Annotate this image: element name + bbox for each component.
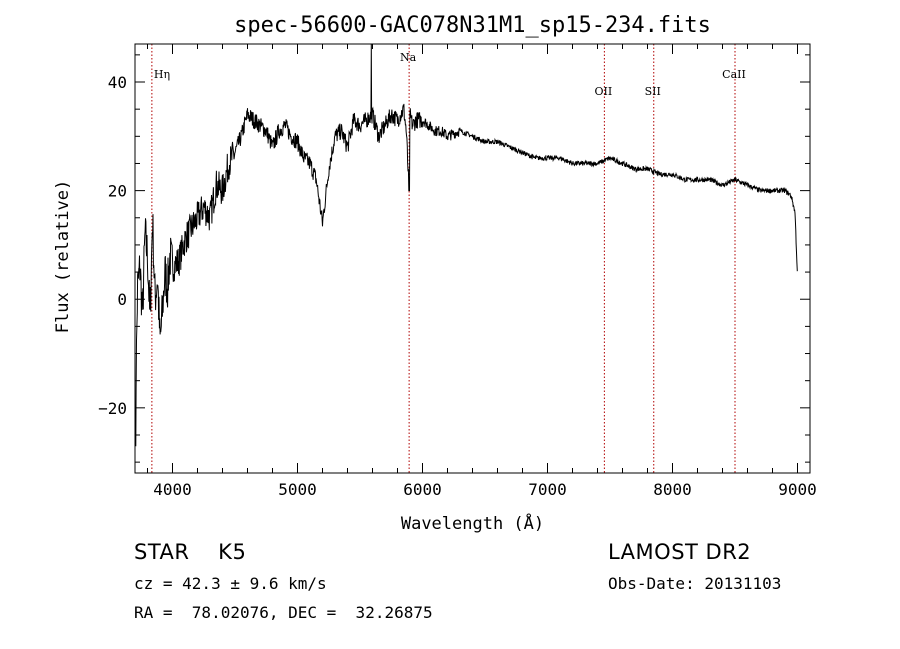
coordinates-label: RA = 78.02076, DEC = 32.26875 (134, 603, 433, 622)
x-tick-label: 9000 (778, 480, 817, 499)
spectrum-series (135, 43, 798, 447)
obs-date-label: Obs-Date: 20131103 (608, 574, 782, 593)
y-tick-label: 20 (108, 182, 127, 201)
y-axis-label: Flux (relative) (53, 180, 73, 334)
line-label-hη: Hη (154, 68, 170, 81)
x-tick-label: 7000 (528, 480, 567, 499)
line-label-oii: OII (595, 85, 613, 98)
y-tick-label: 40 (108, 73, 127, 92)
x-axis-label: Wavelength (Å) (401, 512, 544, 534)
object-class-label: STAR K5 (134, 540, 247, 564)
survey-label: LAMOST DR2 (608, 540, 752, 564)
x-tick-label: 5000 (278, 480, 317, 499)
x-tick-label: 4000 (153, 480, 192, 499)
y-tick-label: 0 (117, 290, 127, 309)
x-tick-label: 6000 (403, 480, 442, 499)
line-label-na: Na (400, 51, 417, 64)
chart-title: spec-56600-GAC078N31M1_sp15-234.fits (234, 13, 711, 38)
plot-frame (134, 43, 811, 474)
line-label-caii: CaII (722, 68, 746, 81)
x-tick-label: 8000 (653, 480, 692, 499)
y-tick-label: −20 (98, 399, 127, 418)
line-label-sii: SII (645, 85, 661, 98)
redshift-label: cz = 42.3 ± 9.6 km/s (134, 574, 327, 593)
